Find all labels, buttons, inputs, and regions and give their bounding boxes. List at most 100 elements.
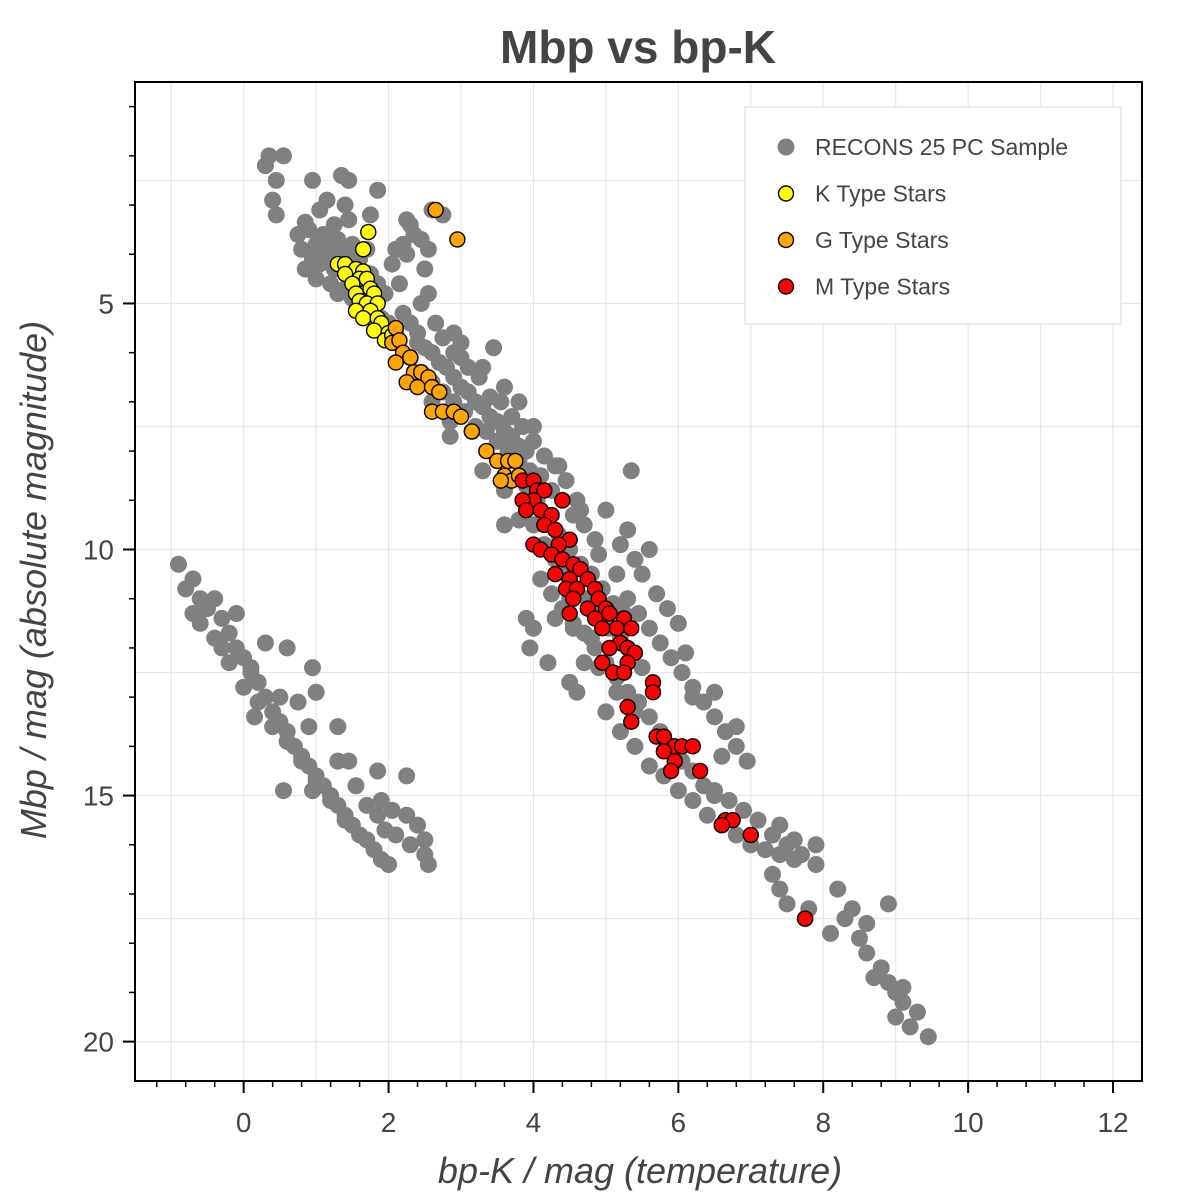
data-point	[590, 545, 608, 563]
data-point	[372, 791, 390, 809]
data-point	[582, 629, 600, 647]
data-point	[807, 836, 825, 854]
data-point	[756, 841, 774, 859]
data-point	[658, 600, 676, 618]
data-point	[619, 698, 636, 716]
data-point	[256, 634, 274, 652]
data-point	[307, 270, 325, 288]
data-point	[633, 659, 651, 677]
data-point	[887, 1008, 905, 1026]
series-3	[514, 472, 814, 927]
data-point	[402, 349, 419, 366]
data-point	[771, 816, 789, 834]
data-point	[340, 171, 358, 189]
data-point	[278, 639, 296, 657]
legend-label: K Type Stars	[815, 181, 946, 207]
data-point	[684, 688, 702, 706]
data-point	[919, 1028, 937, 1046]
data-point	[669, 614, 687, 632]
data-point	[684, 738, 702, 755]
data-point	[369, 181, 387, 199]
data-point	[492, 472, 510, 489]
data-point	[503, 408, 521, 426]
data-point	[452, 408, 470, 425]
data-point	[390, 275, 408, 293]
data-point	[601, 639, 618, 657]
data-point	[264, 718, 282, 736]
data-point	[296, 260, 314, 278]
data-point	[358, 796, 376, 814]
data-point	[246, 708, 264, 726]
data-point	[597, 501, 615, 519]
data-point	[409, 816, 427, 834]
data-point	[293, 240, 311, 258]
series-2	[383, 201, 528, 489]
data-point	[206, 590, 224, 608]
data-point	[213, 639, 231, 657]
data-point	[495, 378, 513, 396]
data-point	[539, 654, 557, 672]
data-point	[409, 378, 426, 396]
data-point	[706, 708, 724, 726]
y-axis-label: Mbp / mag (absolute magnitude)	[13, 321, 54, 839]
data-point	[908, 1003, 926, 1021]
data-point	[713, 816, 731, 834]
data-point	[220, 624, 238, 642]
data-point	[336, 811, 354, 829]
data-point	[322, 791, 340, 809]
data-point	[524, 417, 542, 435]
data-point	[619, 590, 637, 608]
data-point	[314, 226, 332, 244]
data-point	[546, 609, 564, 627]
legend-marker	[777, 138, 795, 156]
data-point	[249, 693, 267, 711]
legend-label: M Type Stars	[815, 274, 950, 300]
data-point	[720, 791, 738, 809]
data-point	[677, 644, 695, 662]
data-point	[376, 821, 394, 839]
legend-box	[744, 106, 1122, 325]
data-point	[640, 708, 658, 726]
data-point	[169, 555, 187, 573]
data-point	[543, 585, 561, 603]
data-point	[340, 211, 358, 229]
data-point	[564, 619, 582, 637]
data-point	[727, 826, 745, 844]
data-point	[615, 664, 633, 681]
data-point	[478, 442, 495, 460]
data-point	[648, 585, 666, 603]
data-point	[485, 339, 503, 357]
x-tick-label: 6	[671, 1107, 687, 1138]
data-point	[521, 639, 539, 657]
data-point	[271, 688, 289, 706]
data-point	[267, 171, 285, 189]
data-point	[303, 171, 321, 189]
data-point	[445, 324, 463, 342]
data-point	[242, 659, 260, 677]
data-point	[565, 590, 582, 607]
plot-frame	[134, 81, 1143, 1082]
data-point	[691, 762, 709, 780]
data-point	[336, 196, 354, 214]
data-point	[477, 422, 495, 440]
data-point	[644, 684, 662, 701]
data-point	[293, 752, 311, 770]
data-point	[623, 620, 640, 637]
data-point	[369, 762, 387, 780]
data-point	[894, 993, 912, 1011]
data-point	[727, 737, 745, 755]
data-point	[463, 423, 481, 440]
data-point	[431, 383, 448, 401]
x-tick-label: 2	[381, 1107, 397, 1138]
data-point	[278, 732, 296, 750]
data-point	[608, 565, 626, 583]
data-point	[419, 285, 437, 303]
data-point	[611, 723, 629, 741]
data-point	[778, 895, 796, 913]
data-point	[894, 978, 912, 996]
data-point	[850, 929, 868, 947]
data-point	[184, 570, 202, 588]
data-point	[901, 1018, 919, 1036]
data-point	[419, 240, 437, 258]
data-point	[858, 915, 876, 933]
